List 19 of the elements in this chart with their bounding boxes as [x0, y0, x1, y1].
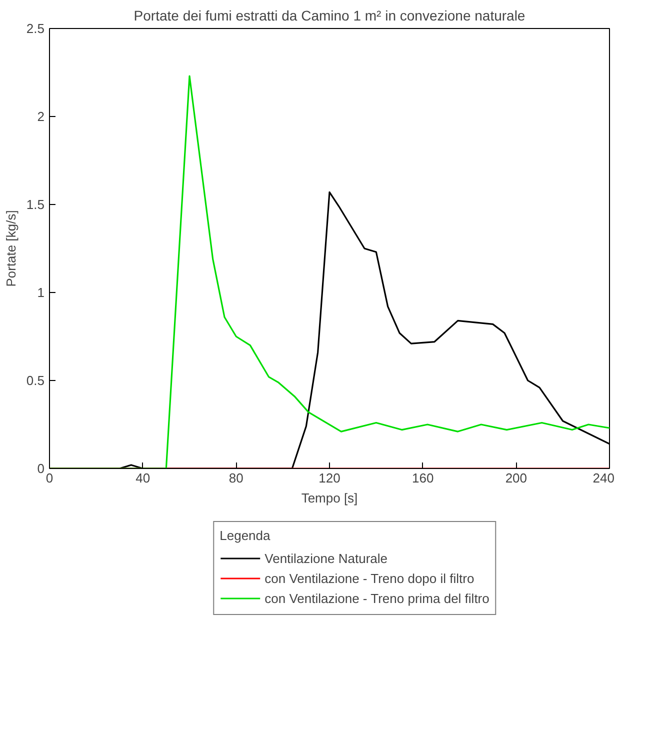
x-tick-label: 120	[318, 470, 340, 486]
y-tick-label: 0.5	[26, 373, 45, 388]
legend-label: Ventilazione Naturale	[264, 550, 388, 566]
legend-title: Legenda	[220, 528, 272, 543]
x-tick-label: 80	[228, 470, 244, 486]
chart-title: Portate dei fumi estratti da Camino 1 m² in convezione naturale	[134, 8, 526, 24]
x-tick-label: 200	[505, 470, 528, 486]
y-tick-label: 2	[37, 109, 45, 124]
x-axis-title: Tempo [s]	[301, 490, 358, 506]
x-tick-label: 240	[592, 470, 615, 486]
y-tick-label: 0	[37, 461, 45, 476]
x-tick-label: 160	[412, 470, 434, 486]
y-tick-label: 1.5	[26, 197, 45, 212]
y-tick-label: 1	[37, 285, 45, 300]
y-axis-title: Portate [kg/s]	[3, 210, 18, 287]
x-tick-label: 40	[136, 470, 150, 486]
legend-label: con Ventilazione - Treno prima del filtro	[264, 590, 490, 606]
y-tick-label: 2.5	[26, 21, 45, 36]
legend-label: con Ventilazione - Treno dopo il filtro	[264, 570, 474, 586]
